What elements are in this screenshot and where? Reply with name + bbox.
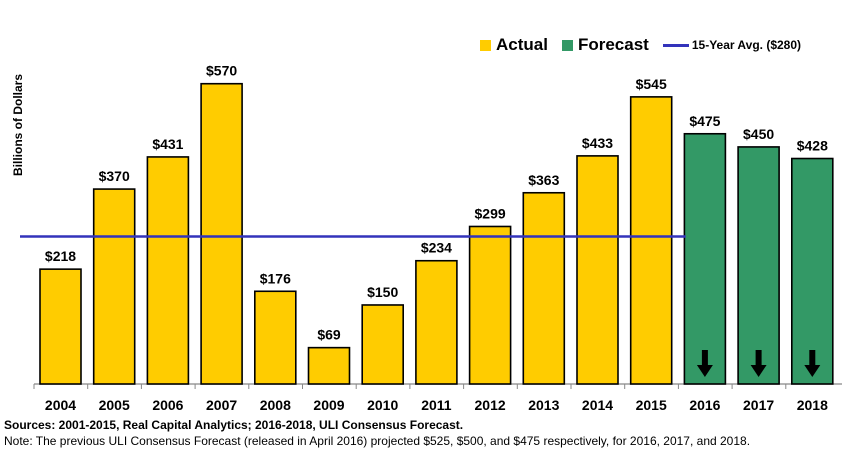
bar-2013 <box>522 191 566 385</box>
down-arrow-icon-2017 <box>750 350 767 377</box>
data-label-2007: $570 <box>206 63 237 79</box>
legend-swatch-actual <box>480 39 491 51</box>
bar-2012 <box>468 225 512 385</box>
bar-2008 <box>254 290 297 385</box>
x-tick-2004: 2004 <box>45 397 76 413</box>
bar-2014 <box>576 155 619 385</box>
data-label-2008: $176 <box>260 270 291 286</box>
x-tick-2015: 2015 <box>636 397 667 413</box>
legend-item-forecast: Forecast <box>561 35 649 55</box>
bar-2009 <box>307 346 351 385</box>
data-label-2005: $370 <box>99 168 130 184</box>
legend: Actual Forecast 15-Year Avg. ($280) <box>480 34 815 56</box>
data-label-2006: $431 <box>152 136 183 152</box>
data-label-2012: $299 <box>475 205 506 221</box>
legend-item-average: 15-Year Avg. ($280) <box>662 38 802 52</box>
legend-label-average: 15-Year Avg. ($280) <box>691 38 802 52</box>
x-tick-2006: 2006 <box>152 397 183 413</box>
x-tick-2007: 2007 <box>206 397 237 413</box>
legend-line-average <box>662 43 689 47</box>
bar-2006 <box>146 156 190 385</box>
data-label-2011: $234 <box>421 240 452 256</box>
x-tick-2013: 2013 <box>528 397 559 413</box>
data-label-2009: $69 <box>317 327 341 343</box>
x-tick-2017: 2017 <box>743 397 774 413</box>
legend-swatch-forecast <box>561 39 573 51</box>
y-axis-label: Billions of Dollars <box>8 60 28 190</box>
chart-footer: Sources: 2001-2015, Real Capital Analyti… <box>4 417 750 449</box>
down-arrow-icon-2018 <box>804 350 821 377</box>
legend-item-actual: Actual <box>480 35 548 55</box>
x-tick-2008: 2008 <box>260 397 291 413</box>
bar-2015 <box>629 96 673 385</box>
down-arrow-icon-2016 <box>696 350 713 377</box>
x-tick-2010: 2010 <box>367 397 398 413</box>
data-label-2014: $433 <box>582 135 613 151</box>
legend-label-forecast: Forecast <box>577 35 649 54</box>
bar-2017 <box>737 146 780 385</box>
note-text: Note: The previous ULI Consensus Forecas… <box>4 434 751 448</box>
bar-2010 <box>361 304 405 385</box>
data-label-2010: $150 <box>367 284 398 300</box>
x-tick-2014: 2014 <box>582 397 613 413</box>
data-label-2017: $450 <box>743 126 774 142</box>
x-tick-2005: 2005 <box>99 397 130 413</box>
legend-label-actual: Actual <box>496 35 548 54</box>
x-tick-2009: 2009 <box>313 397 344 413</box>
data-label-2013: $363 <box>528 172 559 188</box>
data-label-2004: $218 <box>45 248 76 264</box>
x-tick-2011: 2011 <box>421 397 452 413</box>
sources-text: Sources: 2001-2015, Real Capital Analyti… <box>4 418 464 432</box>
bar-2018 <box>790 157 834 385</box>
bar-chart: $218 2004 $370 2005 $431 2006 $570 2007 $176 2008… <box>20 63 842 413</box>
data-label-2016: $475 <box>689 113 720 129</box>
bar-2005 <box>92 188 136 385</box>
bar-2011 <box>415 259 458 385</box>
x-tick-2016: 2016 <box>689 397 720 413</box>
bar-2004 <box>39 268 82 385</box>
x-tick-2012: 2012 <box>475 397 506 413</box>
bar-2016 <box>683 132 727 385</box>
x-tick-2018: 2018 <box>797 397 828 413</box>
bar-2007 <box>200 82 243 385</box>
data-label-2018: $428 <box>797 138 828 154</box>
y-axis-label-text: Billions of Dollars <box>11 73 25 177</box>
data-label-2015: $545 <box>636 76 667 92</box>
